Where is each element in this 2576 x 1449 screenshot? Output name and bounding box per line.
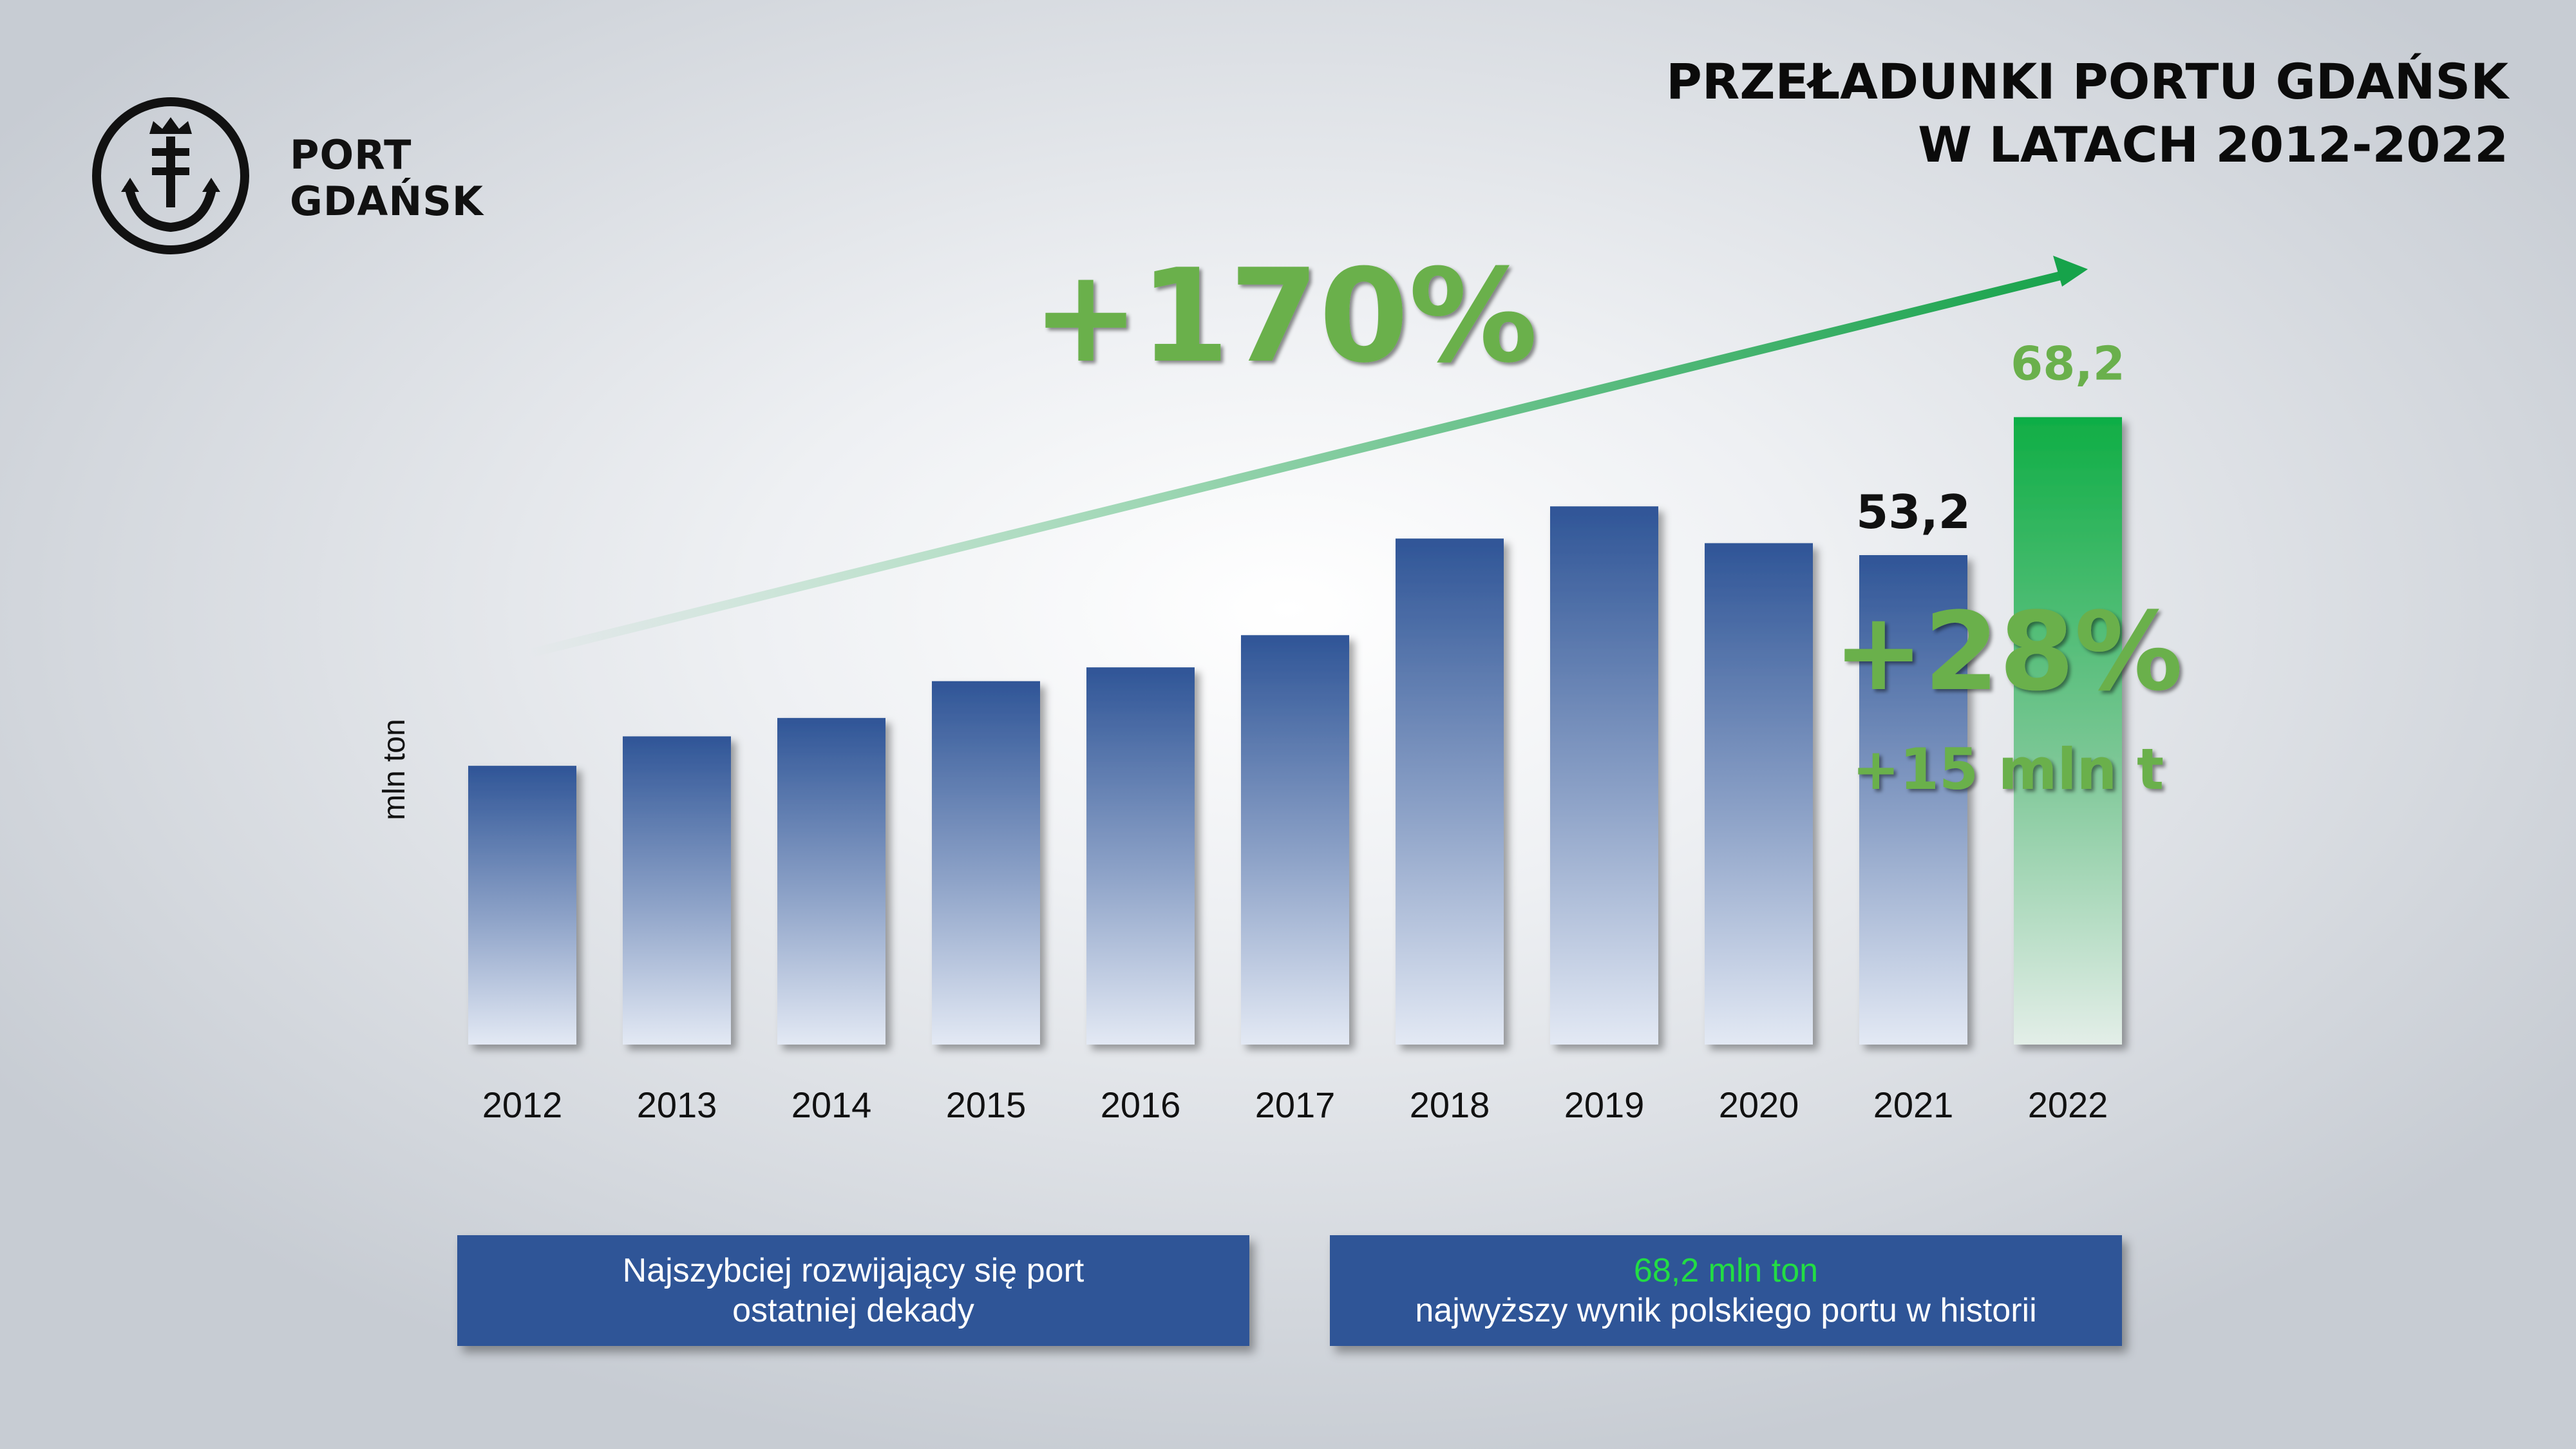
value-label-2022: 68,2 xyxy=(2011,337,2125,391)
x-tick-2019: 2019 xyxy=(1564,1084,1645,1125)
info-box-right-line-1: 68,2 mln ton xyxy=(1633,1252,1819,1289)
x-tick-2013: 2013 xyxy=(637,1084,717,1125)
growth-total-annotation: +170% xyxy=(1032,242,1537,392)
bar-2016 xyxy=(1086,667,1195,1045)
info-box-left-line-2: ostatniej dekady xyxy=(732,1292,974,1329)
info-box-left-line-1: Najszybciej rozwijający się port xyxy=(622,1252,1084,1289)
bar-2021 xyxy=(1859,555,1967,1045)
growth-last-pct-annotation: +28% xyxy=(1833,589,2183,715)
growth-trend-arrow xyxy=(524,271,2065,658)
info-box-record-result: 68,2 mln ton najwyższy wynik polskiego p… xyxy=(1330,1235,2122,1346)
x-tick-2017: 2017 xyxy=(1255,1084,1336,1125)
x-tick-2022: 2022 xyxy=(2028,1084,2108,1125)
x-tick-2016: 2016 xyxy=(1101,1084,1181,1125)
info-box-fastest-growing: Najszybciej rozwijający się port ostatni… xyxy=(457,1235,1249,1346)
info-box-right-line-2: najwyższy wynik polskiego portu w histor… xyxy=(1415,1292,2037,1329)
bar-2019 xyxy=(1550,506,1658,1045)
x-tick-2020: 2020 xyxy=(1719,1084,1799,1125)
bar-2017 xyxy=(1241,635,1349,1045)
x-tick-2015: 2015 xyxy=(946,1084,1027,1125)
logo-line-1: PORT xyxy=(290,131,412,178)
title-line-1: PRZEŁADUNKI PORTU GDAŃSK xyxy=(1666,53,2508,110)
bar-2012 xyxy=(468,766,576,1045)
bar-2022 xyxy=(2014,417,2122,1045)
bar-2014 xyxy=(777,717,886,1045)
page-title: PRZEŁADUNKI PORTU GDAŃSK W LATACH 2012-2… xyxy=(1666,50,2508,176)
x-tick-2014: 2014 xyxy=(791,1084,872,1125)
growth-trend-arrowhead xyxy=(2053,256,2088,287)
port-gdansk-logo-icon xyxy=(92,97,249,254)
bar-2013 xyxy=(623,736,731,1045)
value-label-2021: 53,2 xyxy=(1856,485,1971,539)
logo-wordmark: PORT GDAŃSK xyxy=(290,132,484,225)
x-tick-2021: 2021 xyxy=(1873,1084,1954,1125)
x-tick-2018: 2018 xyxy=(1410,1084,1490,1125)
x-tick-2012: 2012 xyxy=(482,1084,563,1125)
bar-2018 xyxy=(1396,538,1504,1045)
title-line-2: W LATACH 2012-2022 xyxy=(1918,116,2508,173)
y-axis-label: mln ton xyxy=(377,719,412,820)
logo-line-2: GDAŃSK xyxy=(290,178,484,225)
bar-2015 xyxy=(932,681,1040,1045)
bar-2020 xyxy=(1705,543,1813,1045)
growth-last-abs-annotation: +15 mln t xyxy=(1852,736,2164,802)
